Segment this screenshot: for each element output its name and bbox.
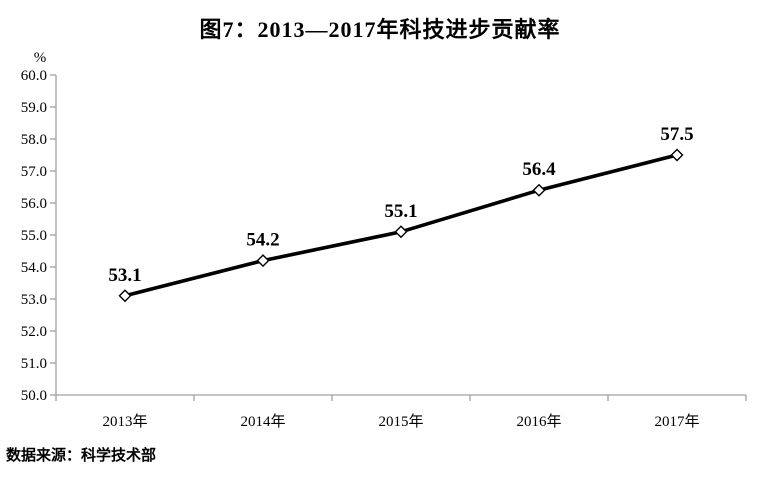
data-point-label: 56.4 [522,159,556,180]
y-axis-unit-label: % [34,50,47,66]
data-point-marker [394,225,408,239]
data-point-label: 53.1 [108,265,141,286]
x-axis-label: 2015年 [378,413,423,430]
x-axis-label: 2013年 [102,413,147,430]
y-tick-label: 58.0 [21,132,47,148]
y-tick-label: 55.0 [21,228,47,244]
y-tick-label: 51.0 [21,356,47,372]
data-point-marker [670,148,684,162]
x-axis-label: 2017年 [654,413,699,430]
y-tick-label: 50.0 [21,388,47,404]
source-note: 数据来源：科学技术部 [6,447,157,464]
y-tick-label: 54.0 [21,260,47,276]
y-tick-label: 53.0 [21,292,47,308]
x-axis-label: 2016年 [516,413,561,430]
x-axis-label: 2014年 [240,413,285,430]
y-tick-label: 56.0 [21,196,47,212]
data-point-label: 57.5 [660,124,693,145]
data-point-marker [532,183,546,197]
y-tick-label: 57.0 [21,164,47,180]
chart-title: 图7：2013—2017年科技进步贡献率 [199,17,561,42]
y-tick-label: 59.0 [21,100,47,116]
y-tick-label: 52.0 [21,324,47,340]
data-point-marker [256,254,270,268]
y-tick-label: 60.0 [21,68,47,84]
data-point-label: 55.1 [384,201,417,222]
data-point-label: 54.2 [246,230,279,251]
data-point-marker [118,289,132,303]
